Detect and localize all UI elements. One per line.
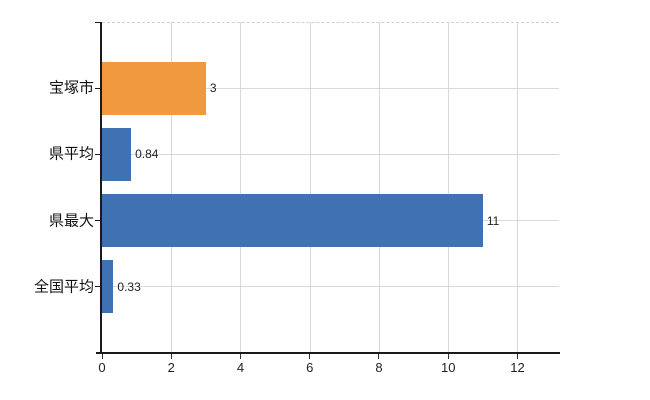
x-axis-tick bbox=[447, 354, 449, 359]
gridline-horizontal bbox=[102, 87, 559, 89]
x-tick-label: 0 bbox=[98, 360, 106, 375]
x-axis-tick bbox=[516, 354, 518, 359]
x-tick-label: 4 bbox=[236, 360, 245, 375]
value-label: 0.33 bbox=[117, 279, 141, 294]
gridline-vertical bbox=[240, 22, 242, 353]
y-axis-top-tick bbox=[95, 22, 102, 23]
bar bbox=[102, 260, 114, 314]
x-axis-tick-labels: 0 2 4 6 8 10 12 bbox=[0, 361, 650, 377]
y-axis-tick bbox=[95, 153, 102, 155]
gridline-horizontal bbox=[102, 153, 559, 155]
category-label: 宝塚市 bbox=[48, 79, 94, 97]
x-axis-tick bbox=[378, 354, 380, 359]
gridline-vertical bbox=[309, 22, 311, 353]
bar bbox=[102, 127, 132, 181]
y-axis-tick bbox=[95, 87, 102, 89]
y-axis-line bbox=[100, 22, 102, 354]
x-axis-ticks bbox=[0, 354, 650, 360]
x-tick-label: 10 bbox=[440, 360, 456, 375]
gridline-vertical bbox=[378, 22, 380, 353]
category-label: 県平均 bbox=[48, 145, 94, 163]
category-label: 全国平均 bbox=[33, 278, 94, 296]
x-axis-tick bbox=[101, 354, 103, 359]
value-label: 11 bbox=[486, 213, 500, 228]
x-axis-tick bbox=[309, 354, 311, 359]
gridline-vertical bbox=[448, 22, 450, 353]
bar bbox=[102, 194, 483, 248]
plot-area: 3 0.84 11 0.33 bbox=[102, 22, 559, 353]
y-axis-labels: 宝塚市県平均県最大全国平均 bbox=[0, 22, 94, 353]
value-label: 3 bbox=[209, 81, 217, 96]
gridline-vertical bbox=[171, 22, 173, 353]
plot-top-border bbox=[102, 22, 559, 23]
value-label: 0.84 bbox=[135, 147, 159, 162]
y-axis-tick bbox=[95, 286, 102, 288]
x-tick-label: 6 bbox=[306, 360, 314, 375]
x-axis-line bbox=[96, 352, 560, 354]
x-tick-label: 2 bbox=[167, 360, 175, 375]
gridline-vertical bbox=[517, 22, 519, 353]
x-tick-label: 8 bbox=[375, 360, 383, 375]
x-axis-tick bbox=[239, 354, 241, 359]
x-tick-label: 12 bbox=[510, 360, 525, 375]
x-axis-tick bbox=[170, 354, 172, 359]
gridline-horizontal bbox=[102, 286, 559, 288]
category-label: 県最大 bbox=[48, 212, 94, 230]
y-axis-tick bbox=[95, 220, 102, 222]
bar bbox=[102, 61, 206, 115]
